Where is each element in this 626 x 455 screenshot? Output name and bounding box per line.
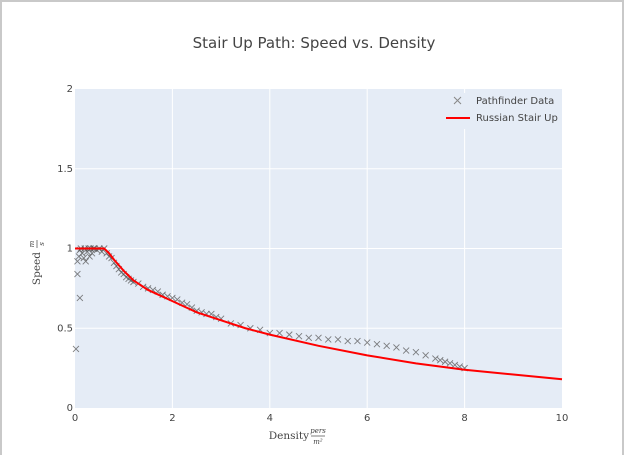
scatter-point	[402, 347, 410, 354]
scatter-point	[98, 248, 106, 256]
grid-lines	[75, 89, 562, 408]
scatter-point	[86, 253, 93, 260]
scatter-point	[446, 360, 454, 367]
legend-label-russian-stair-up: Russian Stair Up	[476, 113, 558, 124]
scatter-point	[373, 340, 381, 348]
scatter-point	[72, 345, 80, 353]
line-series	[75, 247, 563, 381]
scatter-point	[82, 257, 90, 265]
x-tick-label: 2	[169, 413, 175, 424]
scatter-point	[441, 358, 449, 366]
y-tick-label: 1	[67, 244, 73, 255]
x-tick-label: 10	[556, 413, 569, 424]
scatter-point	[383, 342, 390, 350]
chart-title: Stair Up Path: Speed vs. Density	[193, 34, 436, 52]
x-tick-label: 4	[267, 413, 273, 424]
scatter-point	[451, 361, 459, 369]
x-axis-label: Density	[269, 430, 309, 442]
legend[interactable]: Pathfinder Data Russian Stair Up	[440, 93, 560, 129]
x-axis-title: Density pers m²	[269, 427, 326, 446]
y-axis-label: Speed	[31, 252, 43, 285]
scatter-point	[354, 337, 361, 345]
x-tick-label: 0	[72, 413, 78, 424]
y-axis-unit-numerator: m	[28, 240, 36, 247]
y-tick-label: 2	[67, 84, 73, 95]
scatter-point	[412, 348, 420, 356]
scatter-point	[295, 332, 303, 340]
scatter-point	[432, 355, 439, 362]
y-axis-unit-denominator: s	[38, 242, 46, 246]
y-axis-title: Speed m s	[28, 240, 46, 285]
scatter-point	[276, 329, 283, 337]
scatter-point	[315, 334, 322, 342]
x-axis-unit-denominator: m²	[313, 438, 323, 446]
legend-item-pathfinder-data[interactable]: Pathfinder Data	[453, 96, 554, 107]
legend-label-pathfinder-data: Pathfinder Data	[476, 96, 554, 107]
scatter-point	[78, 249, 86, 257]
scatter-series	[72, 245, 468, 372]
scatter-point	[324, 336, 332, 343]
legend-box	[440, 93, 560, 129]
y-tick-label: 1.5	[57, 164, 73, 175]
scatter-point	[74, 270, 81, 278]
scatter-point	[422, 352, 429, 359]
y-tick-label: 0.5	[57, 323, 73, 334]
scatter-point	[80, 254, 88, 262]
x-tick-labels: 0 2 4 6 8 10	[72, 413, 569, 424]
russian-stair-up-line	[75, 247, 563, 381]
scatter-point	[88, 249, 96, 257]
y-tick-labels: 0 0.5 1 1.5 2	[57, 84, 73, 414]
scatter-point	[130, 278, 137, 286]
scatter-point	[74, 257, 81, 265]
legend-item-russian-stair-up[interactable]: Russian Stair Up	[446, 113, 558, 124]
scatter-point	[344, 337, 352, 345]
x-marker-icon	[453, 96, 462, 105]
scatter-point	[393, 344, 400, 351]
y-tick-label: 0	[67, 403, 73, 414]
x-tick-label: 8	[461, 413, 467, 424]
x-axis-unit-numerator: pers	[310, 427, 326, 435]
x-tick-label: 6	[364, 413, 370, 424]
scatter-point	[436, 356, 444, 364]
scatter-point	[305, 334, 313, 342]
scatter-point	[76, 294, 84, 302]
scatter-point	[285, 331, 293, 338]
scatter-point	[334, 336, 342, 343]
scatter-point	[363, 339, 371, 346]
